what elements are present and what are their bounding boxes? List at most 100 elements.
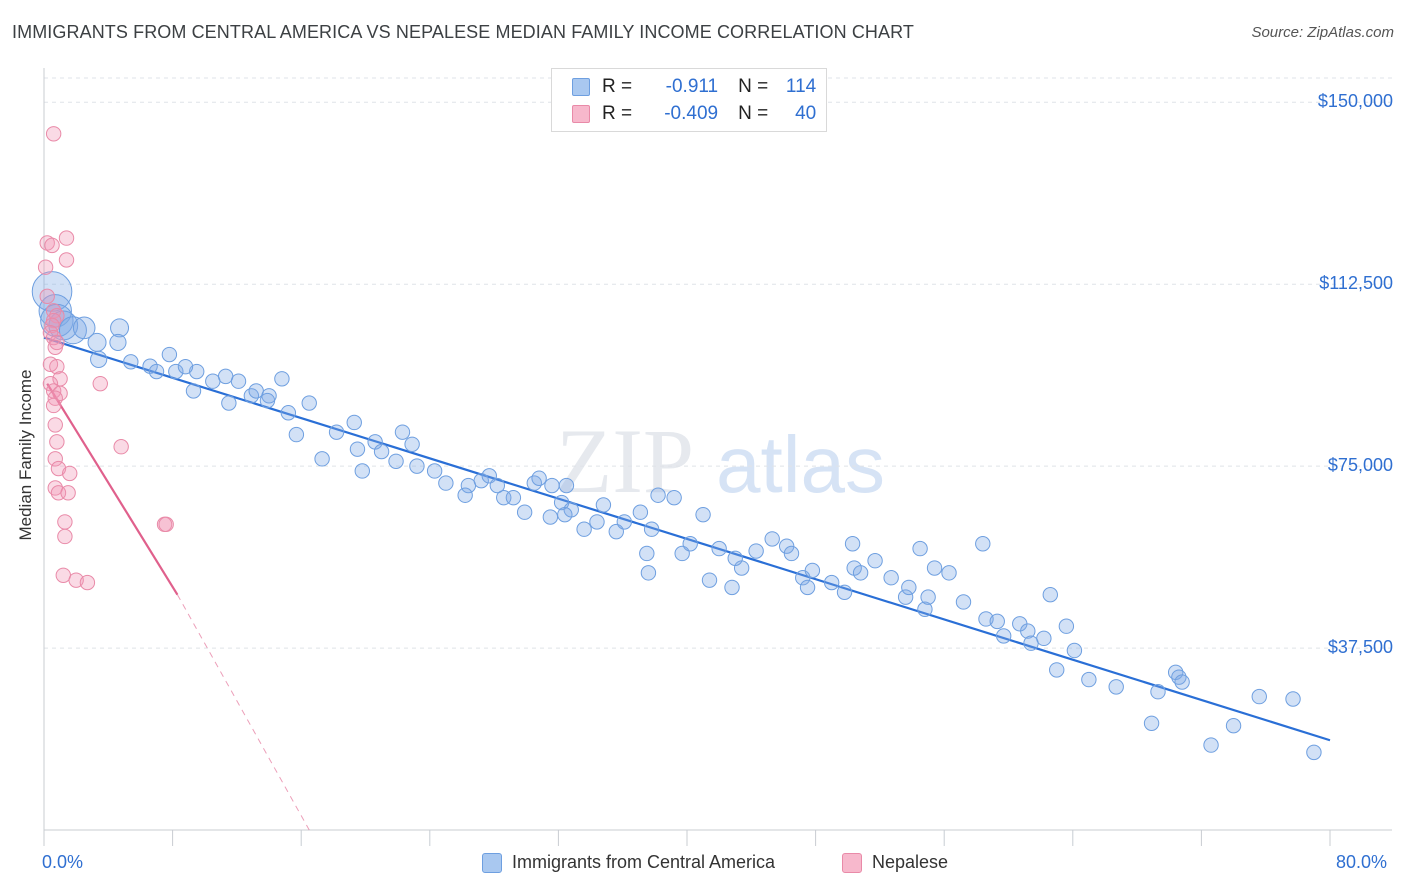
legend-swatch-central-america [572,78,590,96]
point-central-america [288,426,305,443]
point-nepalese [68,572,84,588]
point-central-america [189,363,205,380]
point-central-america [426,463,443,479]
bottom-legend: Immigrants from Central America Nepalese [0,852,1406,876]
bottom-legend-central-america[interactable]: Immigrants from Central America [482,852,775,873]
point-central-america [557,506,573,523]
point-central-america [701,572,718,588]
legend-row-nepalese: R = -0.409 N = 40 [572,102,816,126]
point-nepalese [57,514,73,530]
legend-r-value: -0.409 [664,103,719,124]
grid [44,77,1392,649]
point-central-america [489,477,506,494]
point-central-america [248,383,264,399]
point-central-america [373,443,390,460]
point-central-america [314,451,330,467]
point-central-america [1150,684,1166,700]
point-central-america [1049,662,1065,678]
point-central-america [1023,635,1039,651]
point-central-america [639,545,655,562]
point-central-america [142,358,158,374]
point-central-america [328,424,345,440]
watermark-atlas: atlas [716,420,885,509]
bottom-legend-nepalese[interactable]: Nepalese [842,852,948,873]
point-nepalese [47,417,63,433]
point-central-america [727,550,743,567]
point-central-america [505,489,522,506]
point-central-america [1285,691,1301,707]
point-central-america [148,363,165,380]
legend-n-value: 114 [785,76,817,97]
legend-r-label: R = [602,76,633,97]
point-central-america [901,579,917,596]
point-central-america [217,368,234,385]
legend-swatch-nepalese [572,105,590,123]
point-central-america [161,346,178,363]
point-central-america [941,565,957,581]
point-central-america [168,363,184,380]
point-central-america [804,562,821,579]
point-central-america [1174,674,1190,690]
point-central-america [177,358,194,375]
point-central-america [975,536,991,552]
point-central-america [897,589,914,605]
chart-source: Source: ZipAtlas.com [1251,24,1394,41]
point-nepalese [113,439,129,455]
point-central-america [989,613,1005,630]
point-central-america [640,565,657,581]
point-central-america [1203,737,1219,753]
point-central-america [836,584,853,600]
point-central-america [1020,623,1036,639]
point-nepalese [45,397,62,414]
point-central-america [616,514,633,530]
x-tick-label-max: 80.0% [1336,852,1388,872]
point-central-america [558,477,575,494]
point-central-america [632,504,649,520]
point-central-america [280,405,297,421]
trend-line-nepalese [46,383,179,596]
point-nepalese [50,460,67,477]
point-central-america [58,316,87,345]
point-central-america [682,536,698,552]
point-central-america [995,628,1012,644]
point-central-america [764,531,780,547]
legend-n-label: N = [738,76,769,97]
point-central-america [1036,630,1052,647]
point-central-america [799,579,816,596]
point-central-america [1042,586,1058,603]
point-central-america [90,350,108,368]
point-central-america [955,594,972,610]
point-central-america [349,441,366,457]
point-nepalese [62,465,78,482]
point-central-america [221,395,237,411]
point-central-america [542,509,559,525]
point-central-america [110,318,130,338]
point-nepalese [45,126,62,142]
y-tick-label: $150,000 [1317,91,1393,112]
point-central-america [1225,717,1242,734]
point-central-america [823,574,840,591]
legend-n-value: 40 [795,103,817,124]
point-central-america [748,543,764,559]
chart-title: IMMIGRANTS FROM CENTRAL AMERICA VS NEPAL… [12,22,915,42]
trend-lines [43,336,1331,831]
point-nepalese [58,252,75,268]
point-nepalese [57,528,73,545]
point-central-america [920,589,936,605]
point-central-america [1306,744,1322,761]
watermark: ZIP atlas [556,410,885,512]
point-central-america [404,436,420,452]
point-nepalese [60,485,76,501]
point-nepalese [58,230,75,246]
legend-r-value: -0.911 [665,76,719,97]
point-nepalese [44,237,60,254]
bottom-legend-swatch-central-america [482,852,502,873]
point-central-america [1251,688,1267,705]
point-central-america [852,565,869,581]
point-central-america [346,414,362,431]
point-central-america [87,332,107,352]
point-nepalese [55,567,71,583]
point-central-america [388,453,404,469]
